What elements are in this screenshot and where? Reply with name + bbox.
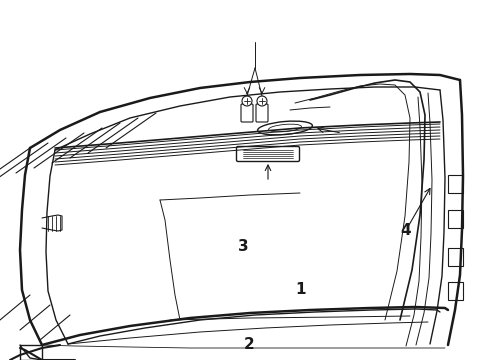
Bar bbox=[447, 282, 462, 300]
Bar bbox=[447, 210, 462, 228]
Text: 3: 3 bbox=[238, 239, 248, 254]
FancyBboxPatch shape bbox=[256, 104, 267, 122]
Bar bbox=[447, 175, 462, 193]
Circle shape bbox=[257, 96, 266, 106]
FancyBboxPatch shape bbox=[241, 104, 252, 122]
Bar bbox=[447, 248, 462, 266]
Text: 2: 2 bbox=[244, 337, 254, 352]
Text: 4: 4 bbox=[400, 223, 410, 238]
Ellipse shape bbox=[257, 121, 312, 135]
Text: 1: 1 bbox=[295, 282, 305, 297]
FancyBboxPatch shape bbox=[236, 147, 299, 162]
Ellipse shape bbox=[268, 124, 301, 132]
Circle shape bbox=[242, 96, 251, 106]
